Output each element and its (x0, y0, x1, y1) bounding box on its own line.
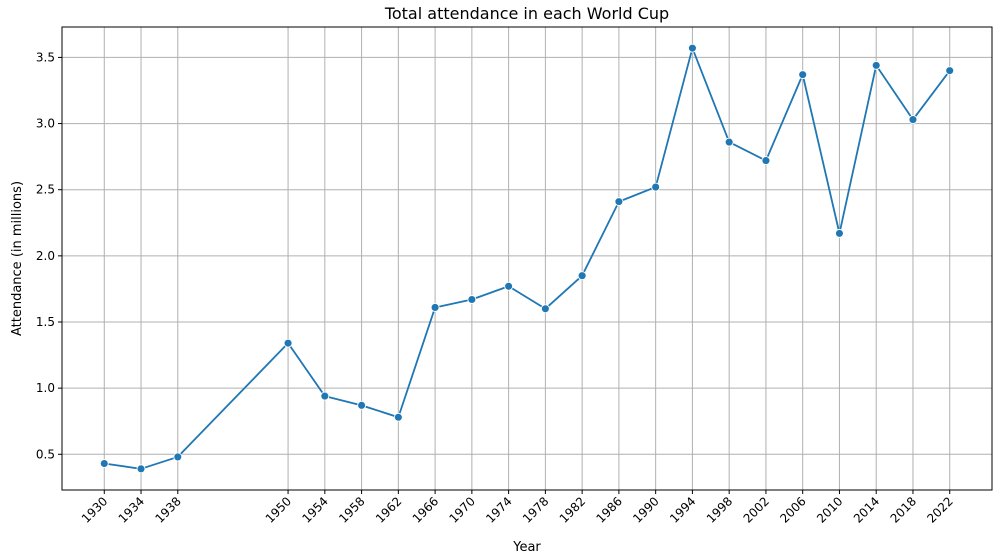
x-tick-label: 2002 (741, 494, 772, 525)
data-point (761, 156, 771, 166)
data-point (908, 115, 918, 125)
x-tick-label: 1930 (79, 494, 110, 525)
data-point (798, 70, 808, 80)
data-point (504, 281, 514, 291)
y-axis-ticks: 0.5 1.0 1.5 2.0 2.5 3.0 3.5 (36, 50, 62, 461)
data-point (393, 412, 403, 422)
y-tick-label: 3.0 (36, 117, 55, 131)
data-point (357, 400, 367, 410)
x-tick-label: 2014 (851, 494, 882, 525)
x-tick-label: 1978 (520, 494, 551, 525)
x-tick-label: 1974 (483, 494, 514, 525)
data-point (835, 228, 844, 238)
y-axis-title: Attendance (in millions) (10, 181, 25, 336)
data-point (614, 197, 624, 207)
data-point (871, 60, 881, 70)
data-point (173, 452, 183, 462)
grid-lines (62, 27, 992, 490)
x-tick-label: 1982 (557, 494, 588, 525)
series-layer (99, 43, 955, 474)
x-tick-label: 1986 (594, 494, 625, 525)
y-tick-label: 2.0 (36, 249, 55, 263)
y-tick-label: 3.5 (36, 50, 55, 64)
x-tick-label: 2018 (888, 494, 919, 525)
x-tick-label: 2006 (777, 494, 808, 525)
y-tick-label: 1.0 (36, 381, 55, 395)
x-tick-label: 1994 (667, 494, 698, 525)
y-tick-label: 1.5 (36, 315, 55, 329)
data-point (577, 271, 587, 281)
x-axis-ticks: 1930 1934 1938 1950 1954 1958 1962 1966 1970 1974… (79, 490, 956, 526)
data-point (651, 182, 661, 192)
plot-area-frame (61, 26, 993, 491)
series-line (104, 47, 951, 470)
x-tick-label: 2010 (814, 494, 845, 525)
x-tick-label: 2022 (924, 494, 955, 525)
x-tick-label: 1990 (630, 494, 661, 525)
data-point (467, 295, 477, 304)
x-tick-label: 1962 (373, 494, 404, 525)
x-tick-label: 1938 (152, 494, 183, 525)
x-tick-label: 1966 (410, 494, 441, 525)
x-tick-label: 1998 (704, 494, 735, 525)
chart-title: Total attendance in each World Cup (384, 4, 669, 23)
x-tick-label: 1954 (299, 494, 330, 525)
y-tick-label: 0.5 (36, 447, 55, 461)
x-tick-label: 1950 (263, 494, 294, 525)
data-point (99, 459, 109, 468)
data-point (283, 338, 293, 348)
data-point (540, 304, 550, 314)
data-point (136, 464, 146, 474)
x-tick-label: 1970 (446, 494, 477, 525)
data-point (945, 66, 955, 76)
x-axis-title: Year (512, 540, 541, 555)
data-point (320, 391, 330, 401)
y-tick-label: 2.5 (36, 183, 55, 197)
data-point (430, 302, 440, 312)
x-tick-label: 1958 (336, 494, 367, 525)
data-point (724, 137, 734, 147)
data-point (687, 43, 697, 53)
x-tick-label: 1934 (116, 494, 147, 525)
